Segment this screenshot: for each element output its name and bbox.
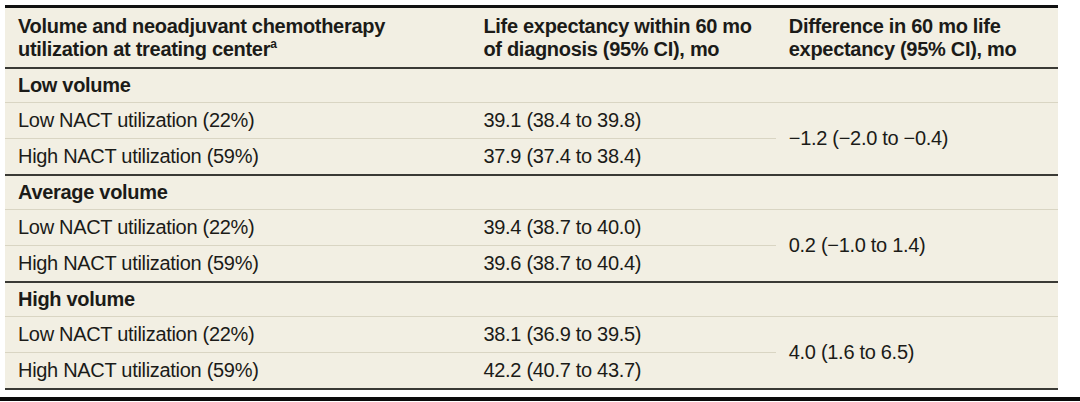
footnote-marker-a: a <box>270 37 276 51</box>
life-expectancy-table: Volume and neoadjuvant chemotherapy util… <box>5 5 1058 390</box>
group-header-label: High volume <box>5 282 1058 317</box>
life-expectancy-value: 39.1 (38.4 to 39.8) <box>470 103 775 139</box>
difference-value: −1.2 (−2.0 to −0.4) <box>776 103 1058 176</box>
row-label: Low NACT utilization (22%) <box>5 210 470 246</box>
life-expectancy-value: 39.4 (38.7 to 40.0) <box>470 210 775 246</box>
row-label: Low NACT utilization (22%) <box>5 103 470 139</box>
table-row: Low NACT utilization (22%) 38.1 (36.9 to… <box>5 317 1058 353</box>
column-header-volume-nact-label: Volume and neoadjuvant chemotherapy util… <box>18 15 385 60</box>
row-label: High NACT utilization (59%) <box>5 139 470 176</box>
life-expectancy-value: 39.6 (38.7 to 40.4) <box>470 246 775 283</box>
life-expectancy-value: 42.2 (40.7 to 43.7) <box>470 353 775 390</box>
column-header-volume-nact: Volume and neoadjuvant chemotherapy util… <box>5 7 470 69</box>
row-label: High NACT utilization (59%) <box>5 246 470 283</box>
table-row: Low NACT utilization (22%) 39.4 (38.7 to… <box>5 210 1058 246</box>
column-header-life-expectancy: Life expectancy within 60 mo of diagnosi… <box>470 7 775 69</box>
figure-bottom-rule <box>0 397 1080 401</box>
life-expectancy-value: 37.9 (37.4 to 38.4) <box>470 139 775 176</box>
header-row: Volume and neoadjuvant chemotherapy util… <box>5 7 1058 69</box>
group-high-volume: High volume Low NACT utilization (22%) 3… <box>5 282 1058 389</box>
group-header-row: High volume <box>5 282 1058 317</box>
life-expectancy-value: 38.1 (36.9 to 39.5) <box>470 317 775 353</box>
difference-value: 4.0 (1.6 to 6.5) <box>776 317 1058 390</box>
column-header-difference: Difference in 60 mo life expectancy (95%… <box>776 7 1058 69</box>
row-label: High NACT utilization (59%) <box>5 353 470 390</box>
group-header-label: Low volume <box>5 68 1058 103</box>
difference-value: 0.2 (−1.0 to 1.4) <box>776 210 1058 283</box>
group-low-volume: Low volume Low NACT utilization (22%) 39… <box>5 68 1058 175</box>
table-container: Volume and neoadjuvant chemotherapy util… <box>5 5 1058 390</box>
table-header: Volume and neoadjuvant chemotherapy util… <box>5 7 1058 69</box>
group-average-volume: Average volume Low NACT utilization (22%… <box>5 175 1058 282</box>
row-label: Low NACT utilization (22%) <box>5 317 470 353</box>
group-header-row: Low volume <box>5 68 1058 103</box>
table-row: Low NACT utilization (22%) 39.1 (38.4 to… <box>5 103 1058 139</box>
group-header-row: Average volume <box>5 175 1058 210</box>
group-header-label: Average volume <box>5 175 1058 210</box>
